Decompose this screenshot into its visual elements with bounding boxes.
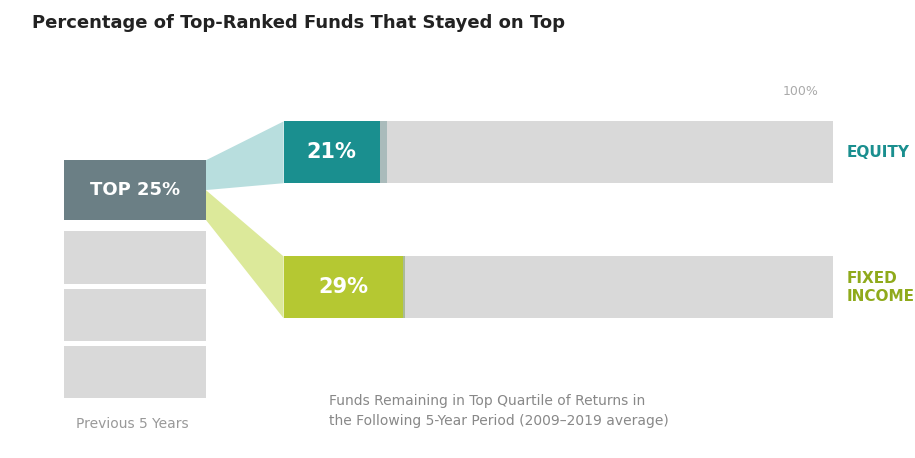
Text: 29%: 29% — [318, 278, 368, 297]
Text: FIXED
INCOME: FIXED INCOME — [846, 272, 914, 304]
Bar — [371, 121, 387, 183]
Bar — [284, 121, 833, 183]
Bar — [64, 346, 206, 398]
Polygon shape — [206, 121, 284, 190]
Text: Previous 5 Years: Previous 5 Years — [76, 417, 189, 431]
Text: Funds Remaining in Top Quartile of Returns in
the Following 5-Year Period (2009–: Funds Remaining in Top Quartile of Retur… — [329, 393, 669, 428]
Text: EQUITY: EQUITY — [846, 145, 910, 160]
Text: 100%: 100% — [783, 85, 819, 98]
Bar — [64, 160, 206, 220]
Polygon shape — [206, 190, 284, 318]
Bar — [64, 289, 206, 341]
Text: TOP 25%: TOP 25% — [90, 181, 180, 199]
Text: Percentage of Top-Ranked Funds That Stayed on Top: Percentage of Top-Ranked Funds That Stay… — [32, 14, 565, 32]
Bar — [64, 231, 206, 284]
Text: 21%: 21% — [307, 142, 357, 162]
Bar — [284, 256, 833, 318]
Bar — [284, 256, 403, 318]
Bar — [284, 121, 380, 183]
Bar — [389, 256, 405, 318]
